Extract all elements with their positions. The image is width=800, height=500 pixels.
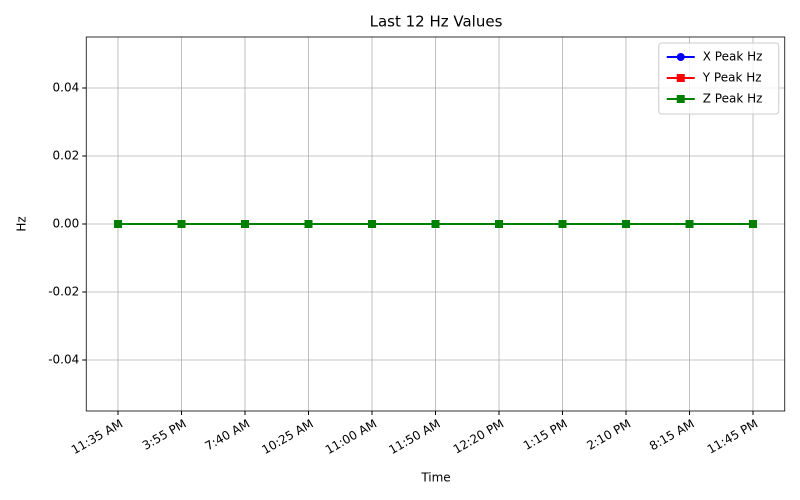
- marker: [676, 53, 685, 61]
- legend: X Peak Hz Y Peak Hz Z Peak Hz: [658, 42, 780, 115]
- marker: [495, 220, 503, 228]
- y-tick-label: -0.02: [48, 285, 79, 299]
- x-tick-label: 7:40 AM: [203, 417, 253, 454]
- x-tick-label: 11:35 AM: [69, 417, 125, 458]
- marker: [177, 220, 186, 228]
- legend-label: Z Peak Hz: [703, 92, 763, 106]
- legend-label: X Peak Hz: [703, 50, 763, 64]
- marker: [304, 220, 313, 228]
- x-tick-label: 11:45 PM: [705, 417, 760, 457]
- marker: [622, 220, 630, 228]
- marker: [558, 220, 567, 228]
- marker: [368, 220, 376, 228]
- marker: [676, 74, 685, 82]
- y-tick-label: -0.04: [48, 353, 79, 367]
- marker: [431, 220, 440, 228]
- x-tick-label: 1:15 PM: [521, 417, 570, 453]
- x-tick-label: 11:50 AM: [386, 417, 442, 458]
- y-axis-label: Hz: [15, 216, 29, 231]
- legend-label: Y Peak Hz: [702, 71, 762, 85]
- x-axis-label: Time: [420, 471, 450, 485]
- legend-box: [658, 42, 780, 115]
- x-tick-label: 12:20 PM: [451, 417, 506, 457]
- chart-title: Last 12 Hz Values: [370, 13, 503, 31]
- y-tick-label: 0.00: [53, 217, 80, 231]
- x-tick-label: 2:10 PM: [584, 417, 633, 453]
- marker: [749, 220, 757, 228]
- marker: [114, 220, 122, 228]
- y-tick-label: 0.02: [53, 149, 80, 163]
- marker: [685, 220, 694, 228]
- x-tick-label: 3:55 PM: [140, 417, 189, 453]
- y-tick-label: 0.04: [53, 81, 80, 95]
- plot-frame: [85, 36, 786, 412]
- x-tick-label: 11:00 AM: [323, 417, 379, 458]
- marker: [676, 95, 685, 103]
- marker: [241, 220, 249, 228]
- x-tick-label: 10:25 AM: [259, 417, 315, 458]
- x-tick-label: 8:15 AM: [647, 417, 697, 454]
